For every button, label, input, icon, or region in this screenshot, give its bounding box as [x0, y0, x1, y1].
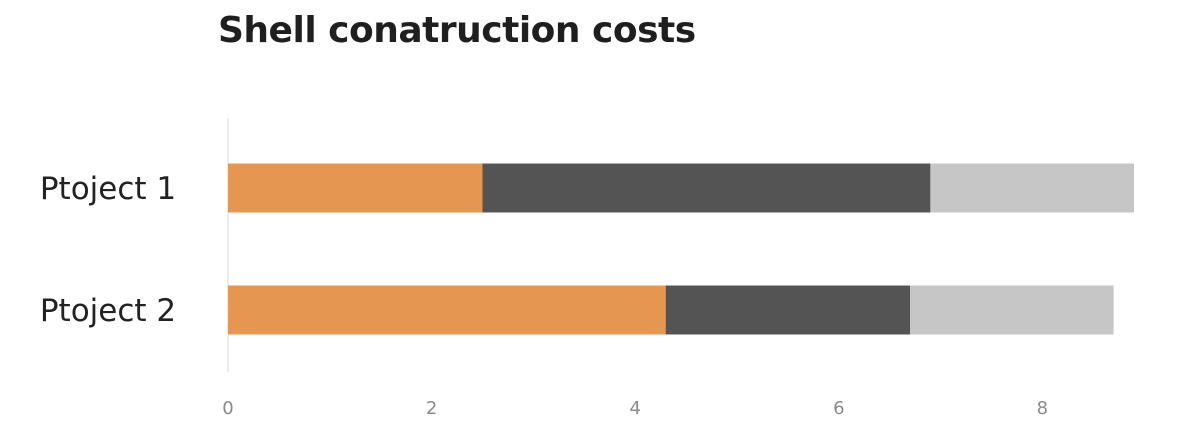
- bar-segment-2-2: [665, 285, 910, 335]
- x-tick-label: 2: [426, 398, 437, 419]
- bar-segment-1-2: [482, 163, 931, 213]
- x-tick-label: 4: [629, 398, 640, 419]
- chart-title: Shell conatruction costs: [218, 10, 696, 51]
- bars-group: [228, 163, 1134, 335]
- category-label: Ptoject 1: [40, 171, 176, 207]
- category-label: Ptoject 2: [40, 293, 176, 329]
- bar-segment-2-3: [910, 285, 1114, 335]
- category-labels: Ptoject 1 Ptoject 2: [40, 171, 176, 329]
- x-tick-label: 8: [1037, 398, 1048, 419]
- x-tick-labels: 0 2 4 6 8: [222, 398, 1048, 419]
- x-tick-label: 0: [222, 398, 233, 419]
- x-tick-label: 6: [833, 398, 844, 419]
- bar-segment-2-1: [228, 285, 666, 335]
- bar-segment-1-3: [930, 163, 1134, 213]
- bar-segment-1-1: [228, 163, 483, 213]
